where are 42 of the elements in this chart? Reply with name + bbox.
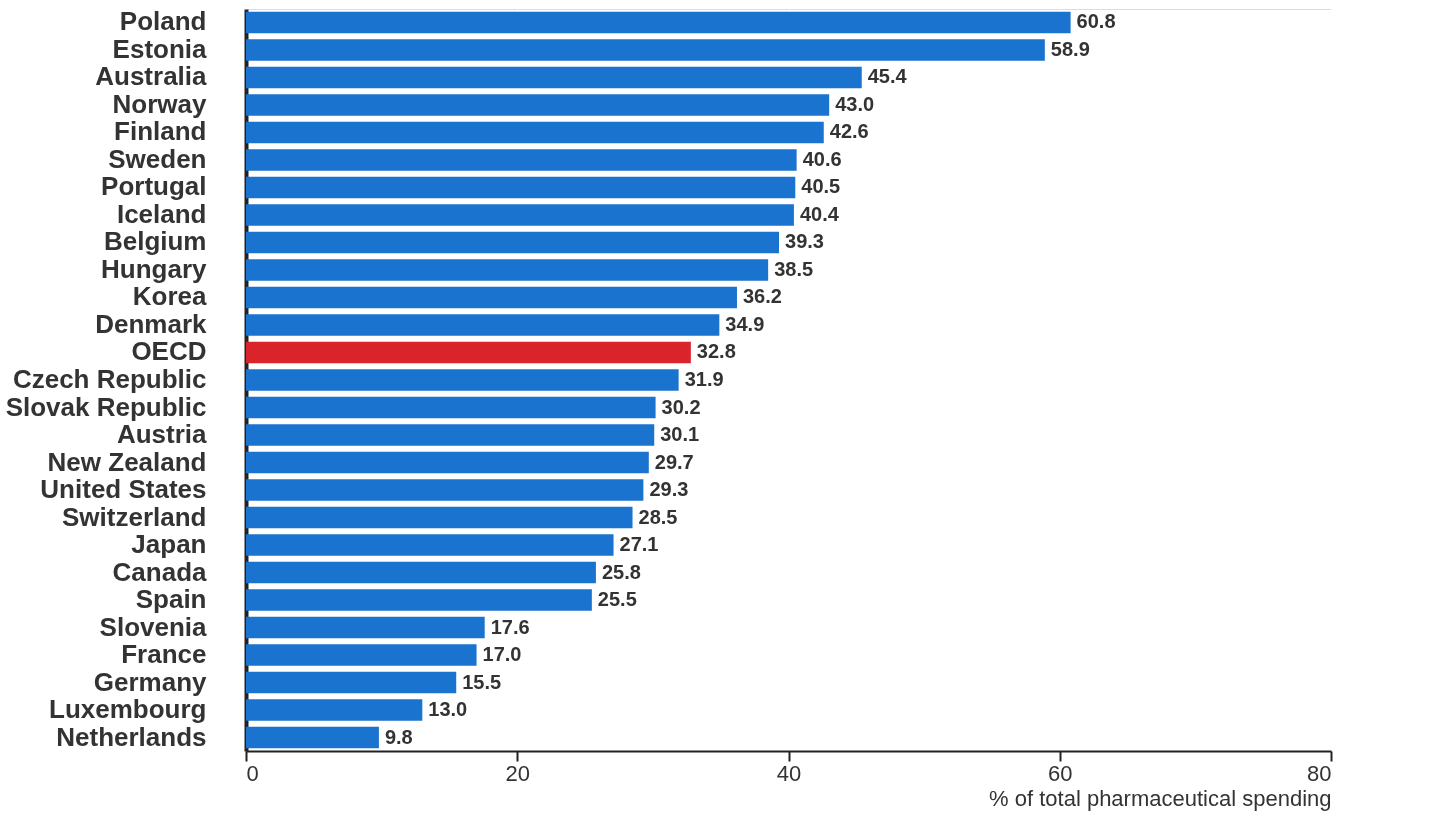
x-tick-label: 20 <box>505 760 530 786</box>
y-tick-label: Portugal <box>101 171 207 202</box>
y-tick-label: Spain <box>135 584 207 615</box>
x-tick-label: 0 <box>246 760 259 786</box>
data-label: 40.6 <box>802 147 842 170</box>
x-tick-label: 60 <box>1048 760 1073 786</box>
y-tick-label: Czech Republic <box>12 364 207 394</box>
data-label: 17.6 <box>490 615 530 638</box>
data-label: 15.5 <box>462 670 502 693</box>
data-label: 43.0 <box>835 92 875 115</box>
data-label: 27.1 <box>619 533 659 556</box>
data-label: 9.8 <box>384 725 413 748</box>
y-tick-label: Japan <box>131 529 207 560</box>
data-label: 13.0 <box>428 698 468 721</box>
data-label: 29.3 <box>649 478 689 501</box>
data-label: 17.0 <box>482 643 522 666</box>
x-tick-label: 80 <box>1307 760 1332 786</box>
y-tick-label: Sweden <box>108 143 207 174</box>
data-label: 39.3 <box>785 230 824 253</box>
data-label: 30.2 <box>661 395 701 418</box>
data-label: 25.5 <box>597 588 637 611</box>
data-label: 29.7 <box>654 450 694 473</box>
x-axis-title: % of total pharmaceutical spending <box>989 785 1332 811</box>
data-label: 25.8 <box>601 560 641 583</box>
data-label: 58.9 <box>1050 37 1090 60</box>
data-label: 31.9 <box>684 368 724 390</box>
data-label: 38.5 <box>774 257 814 280</box>
data-label: 32.8 <box>696 340 736 363</box>
y-tick-label: Denmark <box>95 309 208 339</box>
data-label: 60.8 <box>1076 10 1116 33</box>
data-label: 40.5 <box>801 175 841 198</box>
y-tick-label: OECD <box>131 336 207 367</box>
data-label: 30.1 <box>660 423 700 445</box>
y-tick-label: New Zealand <box>47 446 207 477</box>
data-label: 45.4 <box>867 65 908 88</box>
data-label: 28.5 <box>638 505 678 528</box>
data-label: 40.4 <box>799 202 840 225</box>
data-label: 42.6 <box>829 120 869 143</box>
x-tick-label: 40 <box>776 760 802 786</box>
data-label: 34.9 <box>725 313 765 335</box>
data-label: 36.2 <box>742 285 782 308</box>
y-tick-label: Belgium <box>103 226 207 257</box>
